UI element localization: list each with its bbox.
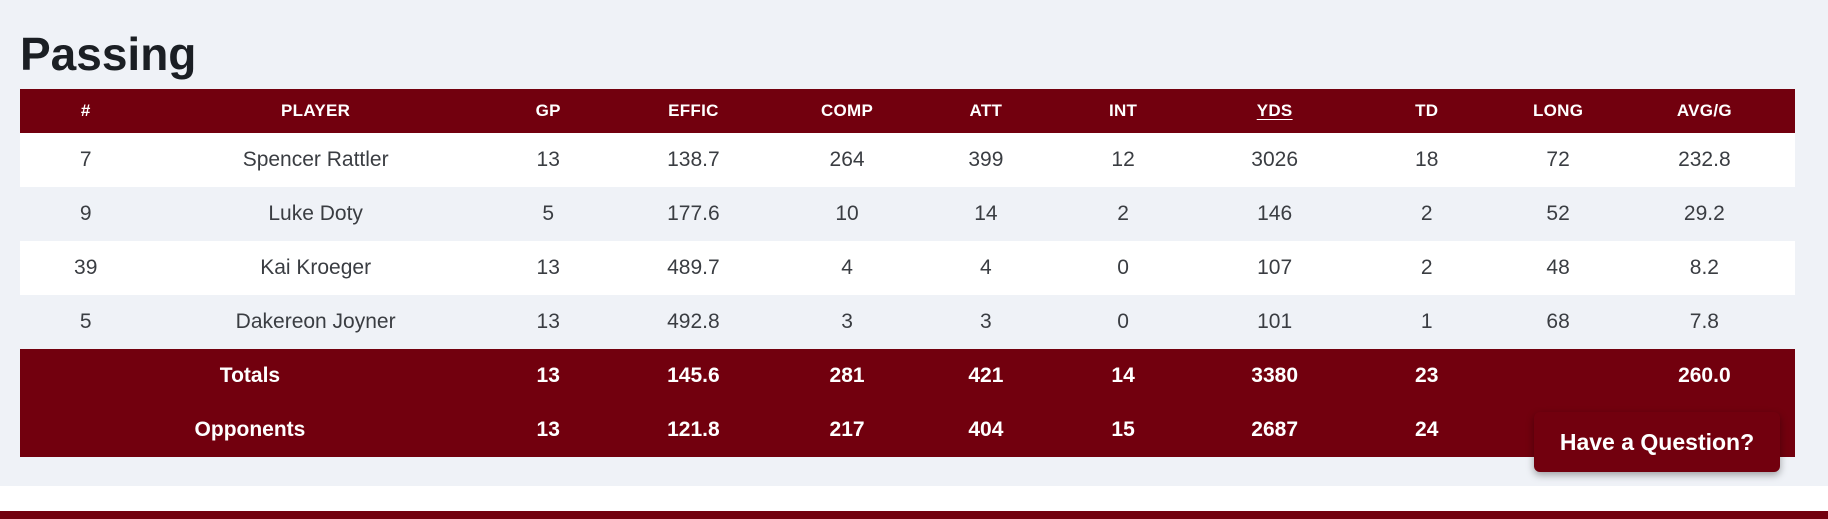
column-header-yds[interactable]: YDS xyxy=(1198,89,1351,133)
cell-att: 404 xyxy=(968,418,1004,441)
cell-gp: 5 xyxy=(542,202,555,225)
cell-td: 18 xyxy=(1415,148,1439,171)
cell-att: 399 xyxy=(968,148,1004,171)
cell-comp: 217 xyxy=(829,418,865,441)
cell-long: 52 xyxy=(1546,202,1570,225)
cell-gp: 13 xyxy=(536,148,560,171)
cell-effic: 138.7 xyxy=(667,148,720,171)
cell-comp: 4 xyxy=(841,256,853,279)
table-row: 9 Luke Doty 5 177.6 10 14 2 146 2 52 29.… xyxy=(20,187,1795,241)
cell-avg-g: 260.0 xyxy=(1678,364,1731,387)
passing-stats-table: # PLAYER GP EFFIC COMP ATT INT YDS TD LO… xyxy=(20,89,1795,457)
cell-number: 39 xyxy=(74,256,98,279)
cell-td: 23 xyxy=(1415,364,1439,387)
cell-long: 48 xyxy=(1546,256,1570,279)
section-title: Passing xyxy=(20,28,197,80)
cell-effic: 489.7 xyxy=(667,256,720,279)
cell-effic: 145.6 xyxy=(667,364,720,387)
cell-number: 9 xyxy=(79,202,92,225)
cell-td: 1 xyxy=(1420,310,1433,333)
sorted-column-label[interactable]: YDS xyxy=(1256,101,1293,120)
cell-yds: 107 xyxy=(1257,256,1293,279)
table-row: 39 Kai Kroeger 13 489.7 4 4 0 107 2 48 8… xyxy=(20,241,1795,295)
cell-att: 4 xyxy=(980,256,992,279)
cell-att: 14 xyxy=(974,202,998,225)
table-row: 5 Dakereon Joyner 13 492.8 3 3 0 101 1 6… xyxy=(20,295,1795,349)
cell-player: Luke Doty xyxy=(268,202,363,225)
totals-label: Totals xyxy=(219,364,281,387)
column-header-att[interactable]: ATT xyxy=(969,101,1003,120)
cell-player: Kai Kroeger xyxy=(260,256,372,279)
cell-gp: 13 xyxy=(536,310,560,333)
cell-yds: 2687 xyxy=(1251,418,1298,441)
cell-yds: 3380 xyxy=(1251,364,1298,387)
cell-gp: 13 xyxy=(536,256,560,279)
cell-long: 72 xyxy=(1546,148,1570,171)
cell-comp: 264 xyxy=(829,148,865,171)
cell-td: 2 xyxy=(1420,256,1433,279)
column-header-effic[interactable]: EFFIC xyxy=(668,101,719,120)
column-header-avg-g[interactable]: AVG/G xyxy=(1676,101,1732,120)
passing-section: Passing # PLAYER GP EFFIC COMP ATT INT xyxy=(0,0,1828,486)
cell-int: 2 xyxy=(1117,202,1129,225)
cell-td: 2 xyxy=(1420,202,1433,225)
cell-effic: 177.6 xyxy=(667,202,720,225)
cell-effic: 121.8 xyxy=(667,418,720,441)
column-header-player[interactable]: PLAYER xyxy=(281,101,351,120)
column-header-td[interactable]: TD xyxy=(1415,101,1439,120)
cell-avg-g: 8.2 xyxy=(1689,256,1719,279)
cell-long: 68 xyxy=(1546,310,1570,333)
column-header-number[interactable]: # xyxy=(80,101,91,120)
table-header-row: # PLAYER GP EFFIC COMP ATT INT YDS TD LO… xyxy=(20,89,1795,133)
cell-comp: 281 xyxy=(829,364,865,387)
cell-comp: 10 xyxy=(835,202,859,225)
opponents-row: Opponents 13 121.8 217 404 15 2687 24 xyxy=(20,403,1795,457)
cell-td: 24 xyxy=(1415,418,1439,441)
cell-int: 12 xyxy=(1111,148,1135,171)
cell-long xyxy=(1502,349,1613,403)
cell-avg-g: 7.8 xyxy=(1689,310,1719,333)
cell-att: 3 xyxy=(980,310,992,333)
cell-yds: 101 xyxy=(1257,310,1293,333)
cell-number: 5 xyxy=(79,310,92,333)
cell-gp: 13 xyxy=(536,364,560,387)
cell-int: 0 xyxy=(1117,256,1129,279)
opponents-label: Opponents xyxy=(194,418,306,441)
have-a-question-button[interactable]: Have a Question? xyxy=(1534,412,1780,472)
column-header-gp[interactable]: GP xyxy=(535,101,561,120)
cell-player: Spencer Rattler xyxy=(242,148,389,171)
cell-effic: 492.8 xyxy=(667,310,720,333)
cell-int: 15 xyxy=(1111,418,1135,441)
column-header-int[interactable]: INT xyxy=(1108,101,1138,120)
column-header-comp[interactable]: COMP xyxy=(820,101,874,120)
cell-avg-g: 29.2 xyxy=(1683,202,1725,225)
cell-avg-g: 232.8 xyxy=(1678,148,1731,171)
cell-comp: 3 xyxy=(841,310,853,333)
column-header-long[interactable]: LONG xyxy=(1532,101,1584,120)
cell-player: Dakereon Joyner xyxy=(235,310,396,333)
cell-int: 14 xyxy=(1111,364,1135,387)
table-row: 7 Spencer Rattler 13 138.7 264 399 12 30… xyxy=(20,133,1795,187)
cell-int: 0 xyxy=(1117,310,1129,333)
cell-number: 7 xyxy=(79,148,92,171)
totals-row: Totals 13 145.6 281 421 14 3380 23 260.0 xyxy=(20,349,1795,403)
cell-yds: 146 xyxy=(1257,202,1293,225)
footer-divider xyxy=(0,511,1828,519)
cell-yds: 3026 xyxy=(1251,148,1298,171)
cell-gp: 13 xyxy=(536,418,560,441)
cell-att: 421 xyxy=(968,364,1004,387)
